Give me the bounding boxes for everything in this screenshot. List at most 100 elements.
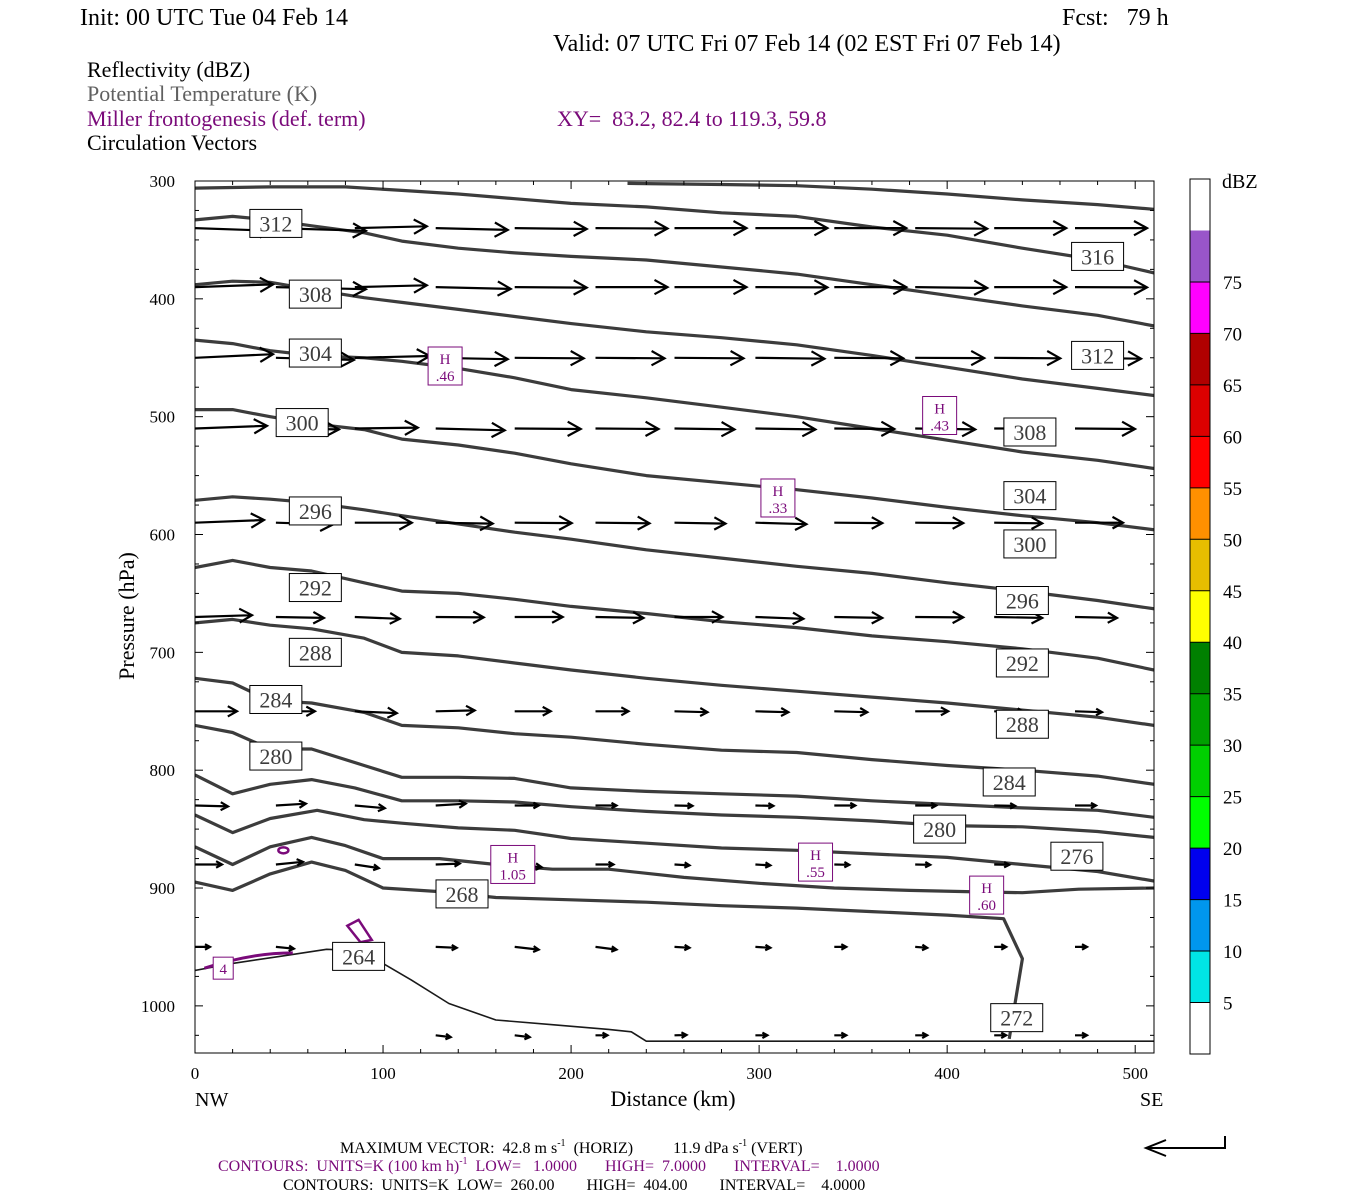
contour-label: 280 [259, 744, 292, 769]
vector-arrow [674, 1031, 689, 1039]
vector-arrow [514, 515, 574, 531]
vector-arrow [194, 607, 255, 624]
colorbar-segment [1190, 487, 1210, 540]
high-label-value: .60 [977, 898, 996, 914]
colorbar-label: 10 [1223, 942, 1242, 963]
field-reflectivity: Reflectivity (dBZ) [87, 57, 250, 82]
contour-label: 312 [1081, 343, 1114, 368]
vector-arrow [755, 220, 830, 237]
contour-label: 268 [446, 882, 479, 907]
contour-label-box [288, 637, 342, 667]
vector-arrow [755, 707, 791, 717]
x-tick-label: 400 [934, 1064, 960, 1083]
vector-arrow [994, 278, 1069, 296]
high-label-letter: H [981, 881, 992, 897]
high-label-box [922, 395, 958, 435]
vector-arrow [674, 610, 725, 624]
vector-arrow [435, 221, 510, 238]
theta-contour-320 [195, 185, 1154, 275]
colorbar-segment [1190, 848, 1210, 900]
vector-arrow [514, 420, 583, 437]
contour-label-box [249, 208, 303, 238]
theta-contour-316 [195, 214, 1154, 328]
vector-arrow [834, 420, 897, 437]
vector-arrow [275, 799, 309, 809]
contours-theta-text: CONTOURS: UNITS=K LOW= 260.00 HIGH= 404.… [283, 1177, 865, 1194]
vector-arrow [674, 278, 749, 296]
y-tick-label: 500 [150, 408, 176, 427]
high-label-letter: H [772, 484, 783, 500]
colorbar-label: 5 [1223, 994, 1233, 1015]
vector-arrow [915, 943, 930, 952]
vector-arrow [1075, 801, 1099, 810]
vector-arrow [674, 943, 692, 952]
field-potential-temperature: Potential Temperature (K) [87, 81, 317, 106]
vector-arrow [435, 704, 477, 717]
contour-label: 288 [299, 640, 332, 665]
vector-arrow [994, 350, 1063, 367]
vector-arrow [834, 278, 909, 296]
colorbar-segment [1190, 230, 1210, 282]
contour-label-box [288, 496, 342, 526]
vector-arrow [435, 943, 459, 952]
contour-label-box [995, 709, 1049, 739]
colorbar-label: 55 [1223, 479, 1242, 500]
vector-arrow [994, 516, 1045, 530]
colorbar-segment [1190, 899, 1210, 952]
y-axis-title: Pressure (hPa) [114, 552, 139, 680]
contour-label: 308 [1013, 420, 1046, 445]
x-tick-label: 300 [746, 1064, 772, 1083]
contours-fronto-text: CONTOURS: UNITS=K (100 km h)-1 LOW= 1.00… [218, 1156, 880, 1175]
field-circulation-vectors: Circulation Vectors [87, 130, 257, 155]
vector-arrow [354, 218, 430, 235]
high-label-value: .33 [769, 501, 788, 517]
theta-contour-296 [195, 558, 1154, 672]
vector-arrow [354, 863, 382, 872]
colorbar-segment [1190, 951, 1210, 1003]
colorbar-label: 35 [1223, 685, 1242, 706]
colorbar-segment [1190, 642, 1210, 694]
theta-contour-292 [195, 617, 1154, 727]
contour-label-box [249, 741, 303, 771]
vector-arrow [1074, 611, 1120, 624]
colorbar-label: 45 [1223, 582, 1242, 603]
vector-arrow [915, 279, 990, 296]
vector-arrow [435, 610, 486, 625]
contour-label: 300 [1013, 532, 1046, 557]
vector-arrow [595, 278, 670, 296]
high-label-letter: H [440, 352, 451, 368]
vector-arrow [1075, 943, 1090, 951]
contour-label-box [288, 279, 342, 309]
vector-arrow [194, 418, 270, 435]
circulation-vectors [194, 218, 1150, 1041]
vector-arrow [1074, 420, 1138, 437]
vector-arrow [595, 420, 661, 437]
vector-arrow [674, 861, 692, 869]
vector-arrow [194, 801, 231, 812]
vector-arrow [275, 858, 306, 867]
contour-label: 284 [993, 770, 1026, 795]
colorbar-segment [1190, 179, 1210, 231]
vector-arrow [595, 860, 616, 869]
x-tick-label: 0 [191, 1064, 200, 1083]
vector-arrow [194, 346, 276, 363]
vector-arrow [435, 859, 462, 868]
vector-arrow [354, 706, 400, 719]
vector-arrow [194, 276, 276, 293]
fronto-contour [277, 846, 290, 855]
vector-arrow [194, 512, 267, 529]
vector-arrow [755, 943, 773, 952]
high-label-letter: H [934, 401, 945, 417]
contour-label-box [1071, 340, 1125, 370]
vector-arrow [1075, 1031, 1090, 1040]
vector-arrow [674, 220, 749, 237]
y-tick-label: 1000 [141, 997, 175, 1016]
vector-arrow [994, 802, 1018, 810]
field-frontogenesis: Miller frontogenesis (def. term) [87, 106, 366, 131]
contour-label-box [913, 814, 967, 844]
colorbar-segment [1190, 590, 1210, 643]
contour-label-box [995, 586, 1049, 616]
vector-arrow [1075, 220, 1150, 237]
contour-label: 296 [299, 499, 332, 524]
high-label-value: 1.05 [500, 867, 526, 883]
